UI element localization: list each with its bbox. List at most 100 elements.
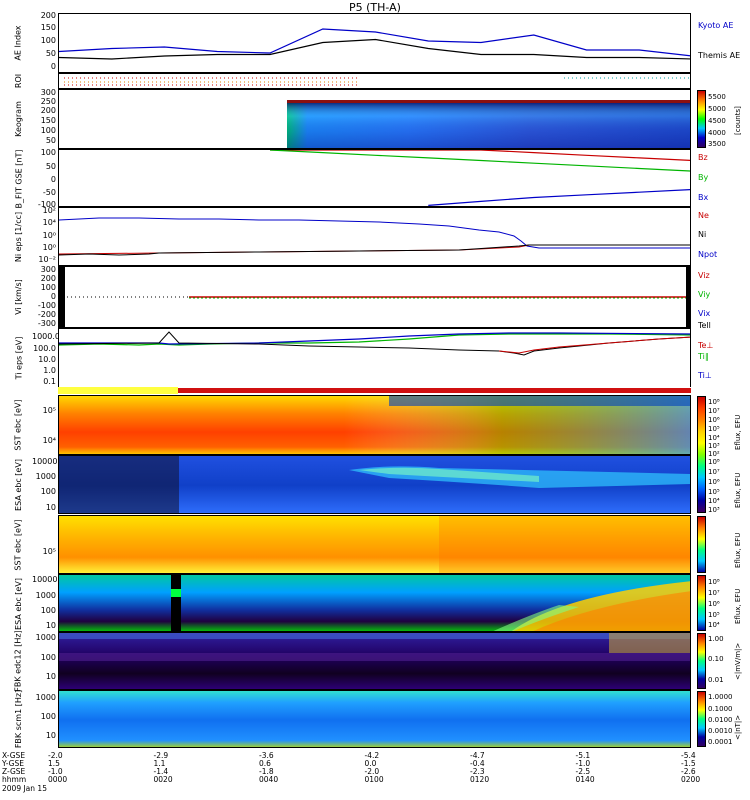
fbk2-ytick: 1000 <box>35 693 56 702</box>
vi-ytick: -100 <box>37 301 56 310</box>
series-line-kyoto-ae <box>59 28 690 57</box>
xaxis-label-ygse: Y-GSE <box>2 759 24 768</box>
vi-ytick: 100 <box>40 283 56 292</box>
esa-e-cbtick: 10⁸ <box>708 458 720 466</box>
fbk1-ylabel: FBK edc12 [Hz] <box>14 630 23 692</box>
fbk2-ytick: 10 <box>45 731 56 740</box>
sst-e-ylabel: SST ebc [eV] <box>14 399 24 451</box>
sst-i-ytick: 10⁵ <box>42 547 56 556</box>
ae-ytick: 100 <box>40 36 56 45</box>
esa-e-spectrogram <box>59 456 690 513</box>
xaxis-tick-value: 0.0 <box>364 759 377 768</box>
vi-ytick: -200 <box>37 310 56 319</box>
fbk1-cbtick: 0.10 <box>708 655 724 663</box>
ti-ytick: 1000.0 <box>32 332 60 341</box>
fbk2-ytick: 100 <box>40 712 56 721</box>
xaxis-label-xgse: X-GSE <box>2 751 26 760</box>
legend-bz: Bz <box>698 153 708 162</box>
legend-npot: Npot <box>698 250 718 259</box>
sst-e-cbtick: 10⁷ <box>708 407 720 415</box>
xaxis-tick-value: 0.6 <box>259 759 271 768</box>
legend-by: By <box>698 173 709 182</box>
esa-e-cbtick: 10⁴ <box>708 497 720 505</box>
ti-ytick: 10.0 <box>38 355 56 364</box>
xaxis-tick-value: 0140 <box>575 775 595 784</box>
sst-e-ytick: 10⁴ <box>42 436 56 445</box>
xaxis-tick-value: 1.5 <box>48 759 60 768</box>
esa-i-ytick: 1000 <box>35 591 56 600</box>
keogram-image <box>287 100 690 148</box>
xaxis-tick-value: -1.4 <box>153 767 169 776</box>
esa-i-cbtick: 10⁶ <box>708 600 720 608</box>
fbk1-panel <box>58 632 691 690</box>
esa-e-ytick: 10 <box>45 503 56 512</box>
series-line-themis-ae <box>59 38 690 60</box>
ni-ytick: 10⁰ <box>42 231 56 240</box>
keogram-ylabel: Keogram <box>14 101 24 137</box>
xaxis-tick-value: -1.5 <box>681 759 696 768</box>
sst-e-cbtick: 10⁴ <box>708 434 720 442</box>
xaxis-tick-value: -2.9 <box>153 751 169 760</box>
fbk2-cbtick: 0.0010 <box>708 727 733 735</box>
xaxis-tick-value: -1.0 <box>575 759 591 768</box>
fbk2-colorbar <box>697 691 706 747</box>
xaxis-tick-value: 0100 <box>364 775 384 784</box>
legend-bx: Bx <box>698 193 709 202</box>
fbk1-spectrogram <box>59 633 690 689</box>
ae-ytick: 0 <box>50 62 56 71</box>
fbk2-cbtick: 0.0100 <box>708 716 733 724</box>
fbk2-spectrogram <box>59 691 690 747</box>
ae-ylabel: AE Index <box>14 25 23 61</box>
xaxis-tick-value: 0020 <box>153 775 173 784</box>
esa-e-ytick: 10000 <box>32 457 58 466</box>
xaxis-date: 2009 Jan 15 <box>2 784 47 793</box>
sst-i-colorbar <box>697 516 706 573</box>
ni-ytick: 10² <box>42 206 56 215</box>
keogram-cbtick: 4500 <box>708 117 726 125</box>
xaxis-tick-value: -4.2 <box>364 751 380 760</box>
keogram-colorbar <box>697 90 706 148</box>
esa-i-spectrogram <box>59 575 690 631</box>
keogram-cbtick: 5500 <box>708 93 726 101</box>
fbk2-cbtick: 1.0000 <box>708 693 733 701</box>
legend-ti-perp: Ti⊥ <box>698 371 712 380</box>
xaxis-tick-value: 0040 <box>259 775 279 784</box>
ni-panel <box>58 207 691 266</box>
esa-i-panel <box>58 574 691 632</box>
esa-i-cbtick: 10⁷ <box>708 589 720 597</box>
esa-e-cbtick: 10⁵ <box>708 488 720 496</box>
esa-i-cbunit: Eflux, EFU <box>734 588 742 624</box>
sst-e-cbtick: 10⁵ <box>708 425 720 433</box>
esa-e-cbtick: 10⁶ <box>708 478 720 486</box>
legend-viy: Viy <box>698 290 711 299</box>
sst-e-ytick: 10⁵ <box>42 406 56 415</box>
esa-e-cbtick: 10⁷ <box>708 468 720 476</box>
vi-ytick: 300 <box>40 265 56 274</box>
bfit-ytick: -100 <box>37 200 56 209</box>
xaxis-tick-value: 0200 <box>681 775 701 784</box>
fbk1-ytick: 1000 <box>35 633 56 642</box>
roi-plot <box>64 77 690 86</box>
legend-themis-ae: Themis AE <box>698 51 741 60</box>
xaxis-tick-value: -2.0 <box>48 751 63 760</box>
keogram-cbtick: 4000 <box>708 129 726 137</box>
sst-e-cbtick: 10² <box>708 450 720 458</box>
legend-kyoto-ae: Kyoto AE <box>698 21 734 30</box>
keogram-ytick: 200 <box>40 106 56 115</box>
vi-plot <box>59 267 690 327</box>
xaxis-tick-value: -0.4 <box>470 759 485 768</box>
ni-ytick: 10⁰ <box>42 243 56 252</box>
esa-i-cbtick: 10⁴ <box>708 621 720 629</box>
series-line-bx <box>428 189 690 206</box>
legend-tell: Tell <box>698 321 711 330</box>
vi-ylabel: Vi [km/s] <box>14 279 23 315</box>
xaxis-tick-value: -2.6 <box>681 767 696 776</box>
keogram-panel <box>58 89 691 149</box>
keogram-cbtick: 5000 <box>708 105 726 113</box>
legend-vix: Vix <box>698 309 711 318</box>
fbk2-panel <box>58 690 691 748</box>
sst-i-cbunit: Eflux, EFU <box>734 532 742 568</box>
ni-plot <box>59 217 690 256</box>
keogram-cbunit: [counts] <box>734 106 742 135</box>
ae-panel <box>58 13 691 73</box>
